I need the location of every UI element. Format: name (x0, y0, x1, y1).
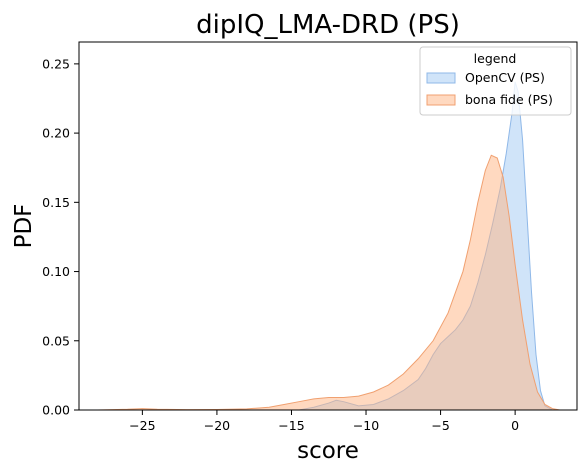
y-tick-label: 0.20 (42, 126, 70, 141)
y-tick-label: 0.05 (42, 333, 70, 348)
x-tick-label: −5 (431, 418, 449, 433)
x-axis-label: score (297, 438, 359, 464)
legend: legend OpenCV (PS) bona fide (PS) (419, 46, 572, 116)
x-tick-label: −20 (204, 418, 230, 433)
plot-frame (78, 41, 578, 411)
y-tick-label: 0.15 (42, 195, 70, 210)
legend-swatch-opencv (426, 72, 456, 84)
y-axis-label: PDF (11, 204, 37, 249)
legend-swatch-bona-fide (426, 94, 456, 106)
plot-area (97, 81, 560, 411)
y-tick-label: 0.00 (42, 403, 70, 418)
legend-title: legend (474, 51, 517, 66)
y-tick-label: 0.10 (42, 264, 70, 279)
x-tick-label: −10 (353, 418, 379, 433)
x-tick-label: −15 (278, 418, 304, 433)
y-tick-label: 0.25 (42, 56, 70, 71)
legend-label-bona-fide: bona fide (PS) (465, 92, 553, 107)
x-tick-label: −25 (129, 418, 155, 433)
legend-box (419, 46, 572, 116)
chart-title: dipIQ_LMA-DRD (PS) (196, 10, 460, 40)
x-tick-label: 0 (511, 418, 519, 433)
legend-label-opencv: OpenCV (PS) (465, 70, 545, 85)
x-axis-ticks: −25 −20 −15 −10 −5 0 (129, 410, 519, 433)
y-axis-ticks: 0.00 0.05 0.10 0.15 0.20 0.25 (42, 56, 79, 418)
density-area-bona-fide-ps (97, 154, 560, 411)
